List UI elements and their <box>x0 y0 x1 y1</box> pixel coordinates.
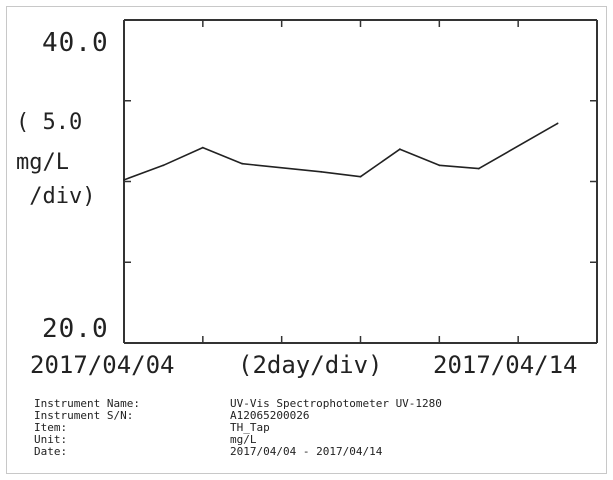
axes <box>123 19 598 344</box>
data-point <box>399 148 401 151</box>
data-point <box>556 122 559 125</box>
y-tick-label-top: 40.0 <box>42 28 109 58</box>
instrument-info-table: Instrument Name: UV-Vis Spectrophotomete… <box>34 398 442 458</box>
info-label-date: Date: <box>34 445 68 458</box>
info-label-instrument-name: Instrument Name: <box>34 397 140 410</box>
info-value-unit: mg/L <box>230 433 257 446</box>
info-row: Unit: mg/L <box>34 434 442 446</box>
x-tick-label-end: 2017/04/14 <box>433 351 578 379</box>
data-point <box>123 179 125 181</box>
info-row: Instrument Name: UV-Vis Spectrophotomete… <box>34 398 442 410</box>
info-value-date: 2017/04/04 - 2017/04/14 <box>230 445 383 458</box>
series-line <box>123 122 558 181</box>
data-point <box>320 170 322 173</box>
info-value-instrument-sn: A12065200026 <box>230 409 310 422</box>
data-point <box>477 167 480 170</box>
x-tick-label-start: 2017/04/04 <box>30 351 175 379</box>
info-label-instrument-sn: Instrument S/N: <box>34 409 134 422</box>
chart-frame <box>6 6 607 474</box>
data-point <box>201 146 204 149</box>
info-label-unit: Unit: <box>34 433 68 446</box>
y-axis-label-line-1: ( 5.0 <box>16 110 83 135</box>
y-tick-label-bottom: 20.0 <box>42 314 109 344</box>
data-point <box>359 175 362 178</box>
y-axis-label-line-2: mg/L <box>16 150 69 175</box>
info-value-instrument-name: UV-Vis Spectrophotometer UV-1280 <box>230 397 442 410</box>
info-label-item: Item: <box>34 421 68 434</box>
info-row: Date: 2017/04/04 - 2017/04/14 <box>34 446 442 458</box>
x-axis-label: (2day/div) <box>238 351 383 379</box>
data-point <box>438 164 441 167</box>
info-value-item: TH_Tap <box>230 421 270 434</box>
data-point <box>162 164 165 167</box>
y-axis-label-line-3: /div) <box>16 184 96 209</box>
info-row: Instrument S/N: A12065200026 <box>34 410 442 422</box>
series-layer <box>123 122 559 181</box>
info-row: Item: TH_Tap <box>34 422 442 434</box>
data-point <box>241 162 244 165</box>
